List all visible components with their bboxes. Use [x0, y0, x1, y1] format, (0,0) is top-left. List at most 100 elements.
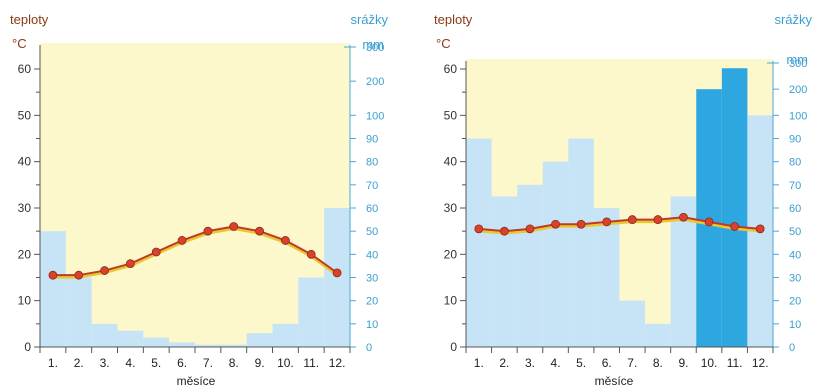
- y-left-tick-label: 20: [444, 247, 458, 261]
- temp-label: teploty: [10, 12, 49, 27]
- precip-bar: [143, 337, 170, 347]
- x-tick-label: 1.: [474, 356, 484, 370]
- y-right-tick-label: 50: [789, 226, 801, 238]
- temp-unit: °C: [436, 36, 451, 51]
- prec-label: srážky: [774, 12, 812, 27]
- precip-bar: [65, 277, 92, 347]
- y-right-tick-label: 10: [789, 319, 801, 331]
- temperature-point: [627, 215, 637, 224]
- temp-unit: °C: [12, 36, 27, 51]
- temperature-point: [730, 222, 740, 231]
- temperature-line-shadow: [52, 227, 338, 279]
- y-right-tick-label: 10: [366, 319, 378, 331]
- temperature-point: [499, 226, 509, 236]
- y-left-tick-label: 10: [444, 294, 458, 308]
- precip-bar: [721, 68, 748, 347]
- plot-area: 0 10 20 30 40 50 60 0 10 20 30 40 50 60 70 80 90 100 200 30…: [18, 42, 385, 370]
- x-tick-label: 7.: [203, 356, 213, 370]
- x-tick-label: 12.: [752, 356, 769, 370]
- y-left-tick-label: 10: [18, 294, 32, 308]
- precip-bar: [645, 323, 671, 347]
- precip-bar: [91, 323, 118, 347]
- precip-bar: [491, 196, 518, 347]
- y-right-tick-label: 90: [789, 134, 801, 146]
- y-right-tick-label: 200: [789, 84, 807, 96]
- y-left-tick-label: 60: [444, 62, 458, 76]
- x-tick-label: 1.: [48, 356, 58, 370]
- temperature-point: [525, 224, 535, 234]
- precip-bar: [466, 138, 492, 347]
- prec-unit: mm: [786, 52, 808, 67]
- x-tick-label: 8.: [653, 356, 663, 370]
- y-right-tick-label: 40: [366, 249, 378, 261]
- precip-bar: [619, 300, 646, 347]
- temperature-line-shadow: [478, 217, 761, 235]
- temperature-point: [332, 268, 342, 278]
- x-tick-label: 11.: [727, 356, 743, 370]
- y-left-tick-label: 50: [18, 108, 32, 122]
- temperature-point: [474, 224, 484, 234]
- x-tick-label: 4.: [125, 356, 135, 370]
- climate-chart-1: teploty °C srážky mm 0 10 20 30 40 50 60 0 10 20 3…: [10, 12, 388, 388]
- y-right-tick-label: 90: [366, 134, 378, 146]
- y-right-tick-label: 50: [366, 226, 378, 238]
- y-right-tick-label: 200: [366, 76, 384, 88]
- temperature-point: [281, 236, 290, 245]
- x-tick-label: 6.: [602, 356, 612, 370]
- temperature-point: [126, 259, 135, 269]
- y-right-tick-label: 0: [789, 342, 795, 354]
- temperature-point: [203, 226, 213, 236]
- temperature-point: [151, 247, 161, 257]
- x-tick-label: 10.: [277, 356, 294, 370]
- y-right-tick-label: 30: [366, 273, 378, 285]
- x-tick-label: 4.: [551, 356, 561, 370]
- x-tick-label: 2.: [499, 356, 509, 370]
- temperature-point: [306, 249, 316, 259]
- temperature-point: [551, 219, 560, 229]
- temperature-point: [576, 219, 586, 229]
- y-left-tick-label: 40: [18, 155, 32, 169]
- y-right-tick-label: 70: [789, 180, 801, 192]
- y-right-tick-label: 70: [366, 180, 378, 192]
- y-right-tick-label: 300: [366, 42, 384, 54]
- y-right-tick-label: 20: [789, 296, 801, 308]
- temperature-point: [653, 215, 663, 224]
- x-tick-label: 11.: [303, 356, 319, 370]
- x-tick-label: 3.: [100, 356, 110, 370]
- y-left-tick-label: 0: [450, 340, 457, 354]
- precip-bar: [272, 323, 299, 347]
- y-right-tick-label: 60: [789, 203, 801, 215]
- precip-bar: [169, 342, 195, 347]
- precip-bar: [298, 277, 325, 347]
- y-right-tick-label: 0: [366, 342, 372, 354]
- precip-bar: [40, 231, 66, 347]
- y-left-tick-label: 0: [24, 340, 31, 354]
- x-tick-label: 7.: [627, 356, 637, 370]
- precip-bar: [593, 208, 620, 347]
- y-left-tick-label: 50: [444, 108, 458, 122]
- temperature-point: [229, 222, 239, 231]
- precip-bar: [324, 208, 350, 347]
- y-left-tick-label: 30: [18, 201, 32, 215]
- y-right-tick-label: 40: [789, 249, 801, 261]
- temperature-point: [74, 270, 84, 280]
- precip-bar: [568, 138, 594, 347]
- temperature-point: [679, 212, 688, 222]
- precip-bar: [117, 330, 144, 347]
- y-right-tick-label: 100: [366, 110, 384, 122]
- temp-label: teploty: [434, 12, 473, 27]
- x-tick-label: 12.: [329, 356, 346, 370]
- temperature-point: [48, 270, 58, 280]
- temperature-point: [704, 217, 714, 227]
- x-tick-label: 2.: [74, 356, 84, 370]
- x-tick-label: 9.: [678, 356, 688, 370]
- y-left-tick-label: 30: [444, 201, 458, 215]
- prec-unit: mm: [362, 37, 384, 52]
- y-right-tick-label: 30: [789, 273, 801, 285]
- x-tick-label: 9.: [255, 356, 265, 370]
- y-right-tick-label: 60: [366, 203, 378, 215]
- precip-bar: [517, 184, 543, 347]
- x-tick-label: 6.: [177, 356, 187, 370]
- y-right-tick-label: 100: [789, 110, 807, 122]
